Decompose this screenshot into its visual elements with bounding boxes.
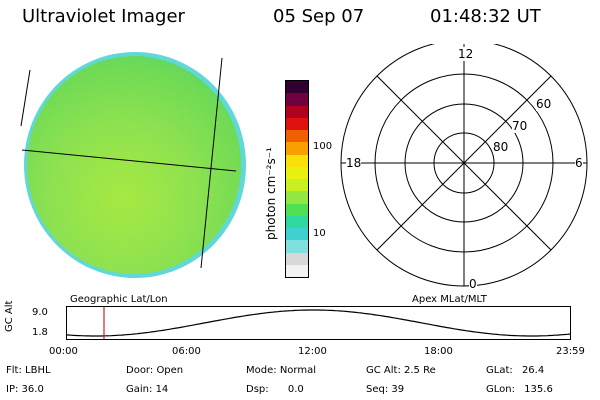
status-gain: Gain: 14 [126, 384, 169, 395]
image-caption: Geographic Lat/Lon [70, 294, 168, 305]
xtick-2359: 23:59 [556, 346, 585, 357]
altitude-plot-frame [66, 306, 571, 340]
polar-plot [340, 44, 588, 287]
xtick-1800: 18:00 [424, 346, 453, 357]
colorbar-band [286, 154, 308, 167]
status-glon: GLon: 135.6 [486, 384, 553, 395]
altitude-curve [66, 309, 571, 337]
status-glat: GLat: 26.4 [486, 365, 545, 376]
colorbar [285, 80, 309, 278]
instrument-title: Ultraviolet Imager [22, 6, 185, 27]
colorbar-band [286, 228, 308, 241]
colorbar-band [286, 130, 308, 143]
latitude-line [21, 149, 237, 172]
altitude-ytick-max: 9.0 [32, 307, 48, 318]
colorbar-band [286, 215, 308, 228]
mlt-label-0: 0 [469, 277, 477, 291]
lat-label-60: 60 [536, 97, 552, 111]
status-dsp: Dsp: 0.0 [246, 384, 304, 395]
colorbar-tick-100: 100 [313, 141, 333, 152]
xtick-0000: 00:00 [49, 346, 78, 357]
colorbar-band [286, 252, 308, 265]
colorbar-band [286, 240, 308, 253]
status-mode: Mode: Normal [246, 365, 316, 376]
mlt-label-6: 6 [575, 156, 583, 170]
altitude-plot [66, 306, 571, 340]
altitude-ytick-min: 1.8 [32, 327, 48, 338]
colorbar-band [286, 81, 308, 94]
observation-time: 01:48:32 UT [430, 6, 541, 27]
uv-image-panel [20, 52, 246, 278]
colorbar-band [286, 203, 308, 216]
colorbar-unit-label: photon cm⁻²s⁻¹ [264, 147, 278, 240]
colorbar-tick-10: 10 [313, 228, 326, 239]
colorbar-band [286, 117, 308, 130]
xtick-1200: 12:00 [298, 346, 327, 357]
colorbar-band [286, 191, 308, 204]
colorbar-band [286, 142, 308, 155]
lat-label-80: 80 [493, 140, 509, 154]
lat-label-70: 70 [512, 119, 528, 133]
mlt-diagonal-2 [376, 75, 552, 251]
status-door: Door: Open [126, 365, 184, 376]
longitude-line [200, 57, 223, 269]
status-seq: Seq: 39 [366, 384, 405, 395]
status-gc-alt: GC Alt: 2.5 Re [366, 365, 436, 376]
disk-texture [27, 56, 241, 274]
colorbar-band [286, 264, 308, 277]
polar-caption: Apex MLat/MLT [412, 294, 487, 305]
colorbar-band [286, 93, 308, 106]
mlt-label-12: 12 [458, 47, 474, 61]
colorbar-band [286, 105, 308, 118]
mlt-label-18: 18 [346, 156, 362, 170]
altitude-ylabel: GC Alt [4, 300, 15, 332]
xtick-0600: 06:00 [172, 346, 201, 357]
observation-date: 05 Sep 07 [273, 6, 365, 27]
colorbar-band [286, 166, 308, 179]
colorbar-band [286, 179, 308, 192]
longitude-line-west [20, 69, 31, 127]
status-flt: Flt: LBHL [6, 365, 51, 376]
status-ip: IP: 36.0 [6, 384, 44, 395]
